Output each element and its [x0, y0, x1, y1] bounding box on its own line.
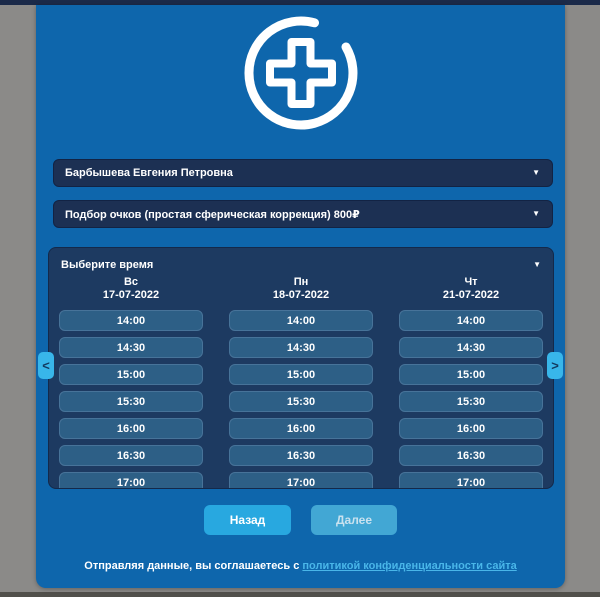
- time-slot-button[interactable]: 14:00: [229, 310, 373, 331]
- day-date: 17-07-2022: [102, 289, 160, 301]
- time-slot-button[interactable]: 17:00: [59, 472, 203, 488]
- time-slot-button[interactable]: 14:30: [59, 337, 203, 358]
- doctor-select-value: Барбышева Евгения Петровна: [65, 167, 233, 179]
- time-slot-button[interactable]: 16:00: [229, 418, 373, 439]
- privacy-policy-link[interactable]: политикой конфиденциальности сайта: [302, 560, 517, 572]
- chevron-down-icon: ▼: [532, 168, 540, 177]
- day-name: Пн: [293, 276, 309, 288]
- prev-dates-button[interactable]: <: [38, 352, 54, 379]
- time-slot-button[interactable]: 14:00: [59, 310, 203, 331]
- time-slot-button[interactable]: 16:30: [399, 445, 543, 466]
- time-slot-button[interactable]: 16:30: [229, 445, 373, 466]
- time-slot-button[interactable]: 14:00: [399, 310, 543, 331]
- doctor-select[interactable]: Барбышева Евгения Петровна ▼: [53, 159, 553, 187]
- day-column-2: Чт 21-07-2022 14:00 14:30 15:00 15:30 16:00 16:…: [399, 276, 543, 488]
- time-slot-button[interactable]: 14:30: [399, 337, 543, 358]
- time-slot-button[interactable]: 17:00: [399, 472, 543, 488]
- time-slot-button[interactable]: 15:30: [399, 391, 543, 412]
- chevron-down-icon[interactable]: ▼: [533, 260, 541, 269]
- time-slot-button[interactable]: 14:30: [229, 337, 373, 358]
- time-slot-button[interactable]: 16:00: [399, 418, 543, 439]
- time-slot-button[interactable]: 17:00: [229, 472, 373, 488]
- day-name: Чт: [464, 276, 478, 288]
- day-column-1: Пн 18-07-2022 14:00 14:30 15:00 15:30 16:00 16:…: [229, 276, 373, 488]
- next-dates-button[interactable]: >: [547, 352, 563, 379]
- consent-text: Отправляя данные, вы соглашаетесь с: [84, 560, 300, 572]
- time-picker-label: Выберите время: [61, 259, 154, 271]
- back-button[interactable]: Назад: [204, 505, 291, 535]
- day-date: 18-07-2022: [272, 289, 330, 301]
- day-header: Вс 17-07-2022: [59, 276, 203, 302]
- medical-cross-logo-icon: [243, 16, 357, 130]
- day-name: Вс: [123, 276, 139, 288]
- next-button[interactable]: Далее: [311, 505, 397, 535]
- time-slot-button[interactable]: 16:00: [59, 418, 203, 439]
- service-select-value: Подбор очков (простая сферическая коррек…: [65, 208, 360, 221]
- bottom-strip: [0, 592, 600, 597]
- time-slot-grid: Вс 17-07-2022 14:00 14:30 15:00 15:30 16:00 16:…: [59, 276, 543, 488]
- service-select[interactable]: Подбор очков (простая сферическая коррек…: [53, 200, 553, 228]
- form-actions: Назад Далее: [36, 505, 565, 535]
- time-picker-panel: Выберите время ▼ Вс 17-07-2022 14:00 14:30 1…: [48, 247, 554, 489]
- day-date: 21-07-2022: [442, 289, 500, 301]
- time-picker-header: Выберите время ▼: [59, 257, 543, 273]
- booking-widget: Барбышева Евгения Петровна ▼ Подбор очко…: [36, 5, 565, 588]
- time-slot-button[interactable]: 15:30: [229, 391, 373, 412]
- top-bar: [0, 0, 600, 5]
- day-header: Чт 21-07-2022: [399, 276, 543, 302]
- chevron-down-icon: ▼: [532, 209, 540, 218]
- consent-note: Отправляя данные, вы соглашаетесь с поли…: [36, 560, 565, 572]
- time-slot-button[interactable]: 15:00: [59, 364, 203, 385]
- time-slot-button[interactable]: 15:00: [229, 364, 373, 385]
- day-header: Пн 18-07-2022: [229, 276, 373, 302]
- time-slot-button[interactable]: 16:30: [59, 445, 203, 466]
- time-slot-button[interactable]: 15:00: [399, 364, 543, 385]
- time-slot-button[interactable]: 15:30: [59, 391, 203, 412]
- day-column-0: Вс 17-07-2022 14:00 14:30 15:00 15:30 16:00 16:…: [59, 276, 203, 488]
